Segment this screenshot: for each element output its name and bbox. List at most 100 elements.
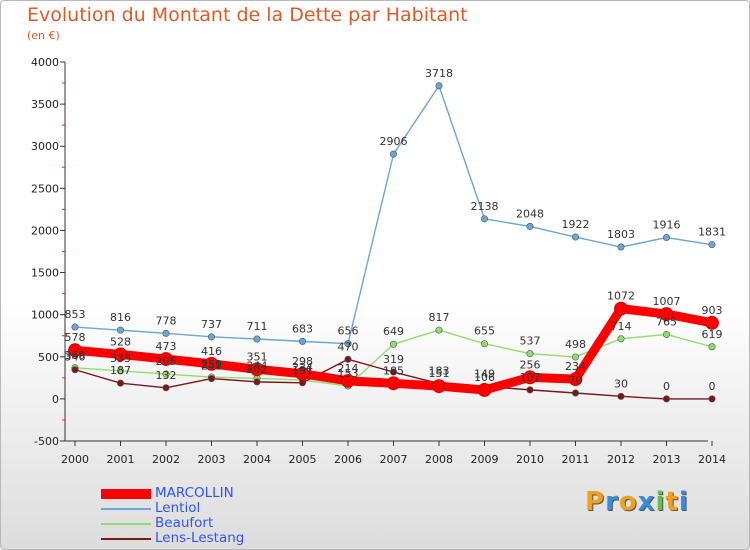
data-point-marcollin bbox=[159, 352, 173, 366]
data-point-lentiol bbox=[298, 337, 306, 345]
data-label-lens-lestang: 191 bbox=[292, 364, 313, 377]
data-point-lens-lestang bbox=[617, 392, 625, 400]
legend-swatch-beaufort bbox=[101, 522, 151, 525]
y-tick-label: 2000 bbox=[31, 224, 59, 237]
data-label-beaufort: 295 bbox=[156, 355, 177, 368]
data-label-marcollin: 214 bbox=[338, 362, 359, 375]
data-point-marcollin bbox=[295, 366, 310, 381]
data-label-lens-lestang: 470 bbox=[338, 340, 359, 353]
data-point-lentiol bbox=[662, 234, 670, 242]
data-label-lentiol: 778 bbox=[156, 314, 177, 327]
data-point-beaufort bbox=[571, 353, 579, 361]
logo-letter: P bbox=[585, 487, 606, 517]
data-label-lentiol: 737 bbox=[201, 318, 222, 331]
y-tick-label: 4000 bbox=[31, 56, 59, 69]
data-point-beaufort bbox=[435, 326, 443, 334]
data-point-marcollin bbox=[659, 307, 674, 321]
logo-letter: i bbox=[655, 487, 666, 517]
data-label-beaufort: 259 bbox=[201, 358, 222, 371]
data-label-lentiol: 683 bbox=[292, 322, 313, 335]
data-label-marcollin: 106 bbox=[474, 371, 495, 384]
data-label-marcollin: 351 bbox=[247, 350, 268, 363]
data-label-beaufort: 817 bbox=[429, 311, 450, 324]
data-point-lens-lestang bbox=[162, 384, 170, 392]
data-point-lens-lestang bbox=[208, 375, 216, 383]
x-tick-label: 2000 bbox=[61, 453, 89, 466]
data-label-lens-lestang: 107 bbox=[520, 371, 541, 384]
data-label-lentiol: 656 bbox=[338, 325, 359, 338]
chart-title: Evolution du Montant de la Dette par Hab… bbox=[27, 4, 468, 26]
x-tick-label: 2011 bbox=[562, 453, 590, 466]
data-label-beaufort: 498 bbox=[565, 338, 586, 351]
logo-letter: i bbox=[678, 487, 689, 517]
data-point-beaufort bbox=[708, 343, 716, 351]
data-point-marcollin bbox=[341, 373, 355, 388]
data-label-beaufort: 537 bbox=[520, 335, 541, 348]
data-point-lentiol bbox=[526, 222, 534, 230]
series-lines bbox=[68, 82, 719, 403]
data-point-marcollin bbox=[432, 379, 446, 394]
data-point-marcollin bbox=[250, 362, 264, 377]
data-label-lens-lestang: 149 bbox=[474, 367, 495, 380]
data-label-lens-lestang: 187 bbox=[110, 364, 131, 377]
data-label-lentiol: 1831 bbox=[698, 226, 726, 239]
data-point-lentiol bbox=[71, 323, 79, 331]
data-point-marcollin bbox=[705, 315, 719, 330]
data-label-lens-lestang: 132 bbox=[156, 369, 177, 382]
data-point-lens-lestang bbox=[662, 395, 670, 403]
y-tick-label: 3000 bbox=[31, 140, 59, 153]
data-point-lentiol bbox=[162, 329, 170, 337]
data-point-beaufort bbox=[117, 367, 125, 375]
data-label-lens-lestang: 241 bbox=[201, 360, 222, 373]
x-tick-label: 2009 bbox=[471, 453, 499, 466]
data-label-marcollin: 416 bbox=[201, 345, 222, 358]
legend-item-beaufort: Beaufort bbox=[101, 516, 244, 531]
logo-letter: t bbox=[665, 487, 679, 517]
data-label-lentiol: 2906 bbox=[380, 135, 408, 148]
data-label-marcollin: 578 bbox=[65, 331, 86, 344]
data-point-marcollin bbox=[386, 376, 401, 391]
y-tick-label: 3500 bbox=[31, 98, 59, 111]
y-tick-label: -500 bbox=[34, 435, 59, 448]
x-tick-label: 2001 bbox=[107, 453, 135, 466]
data-label-beaufort: 224 bbox=[292, 361, 313, 374]
data-label-beaufort: 649 bbox=[383, 325, 404, 338]
data-label-marcollin: 528 bbox=[110, 335, 131, 348]
legend-swatch-lentiol bbox=[101, 507, 151, 510]
data-label-lentiol: 1922 bbox=[562, 218, 590, 231]
legend-label-marcollin: MARCOLLIN bbox=[155, 485, 234, 501]
y-tick-label: 1500 bbox=[31, 267, 59, 280]
data-point-lens-lestang bbox=[526, 386, 534, 394]
data-label-lens-lestang: 30 bbox=[614, 377, 628, 390]
data-label-marcollin: 256 bbox=[520, 358, 541, 371]
data-point-beaufort bbox=[480, 340, 488, 348]
data-point-marcollin bbox=[204, 356, 219, 371]
data-point-lentiol bbox=[117, 326, 125, 334]
data-label-lentiol: 816 bbox=[110, 311, 131, 324]
logo-letter: x bbox=[637, 487, 656, 517]
x-tick-label: 2010 bbox=[516, 453, 544, 466]
data-label-lentiol: 853 bbox=[65, 308, 86, 321]
data-point-lentiol bbox=[708, 241, 716, 249]
x-tick-label: 2007 bbox=[380, 453, 408, 466]
data-label-marcollin: 234 bbox=[565, 360, 586, 373]
data-label-marcollin: 151 bbox=[429, 367, 450, 380]
data-point-beaufort bbox=[526, 350, 534, 358]
data-label-lens-lestang: 0 bbox=[709, 380, 716, 393]
proxiti-logo: Proxiti bbox=[585, 487, 689, 517]
data-point-lentiol bbox=[208, 333, 216, 341]
data-label-beaufort: 714 bbox=[611, 320, 632, 333]
legend-label-lens-lestang: Lens-Lestang bbox=[155, 530, 245, 546]
x-tick-label: 2014 bbox=[698, 453, 726, 466]
data-label-beaufort: 369 bbox=[65, 349, 86, 362]
data-label-beaufort: 655 bbox=[474, 325, 495, 338]
data-point-lens-lestang bbox=[344, 355, 352, 363]
data-label-lens-lestang: 346 bbox=[65, 351, 86, 364]
data-label-lentiol: 711 bbox=[247, 320, 268, 333]
x-tick-label: 2008 bbox=[425, 453, 453, 466]
x-tick-label: 2002 bbox=[152, 453, 180, 466]
data-point-lens-lestang bbox=[571, 389, 579, 397]
axes: -500050010001500200025003000350040002000… bbox=[31, 56, 726, 466]
